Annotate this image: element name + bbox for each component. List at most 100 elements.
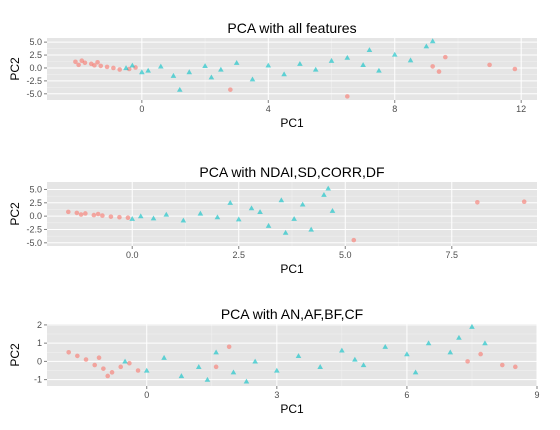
- x-tick-label: 0.0: [126, 250, 139, 260]
- data-point-triangle: [150, 215, 157, 221]
- data-point-triangle: [204, 376, 211, 382]
- y-tick-label: 2.5: [29, 198, 42, 208]
- data-point-circle: [226, 344, 232, 350]
- data-point-triangle: [278, 197, 285, 203]
- x-tick-label: 3: [274, 390, 279, 400]
- series-2-points: [122, 323, 488, 384]
- panel-ndai-sd-corr-df: 0.0 2.5 5.0 7.5 5.0 2.5 0.0 -2.5 -5.0 PCA with ND…: [8, 164, 537, 276]
- data-point-circle: [104, 64, 110, 70]
- data-point-triangle: [291, 216, 297, 221]
- data-point-triangle: [317, 364, 323, 369]
- y-axis-title: PC2: [8, 57, 22, 81]
- y-tick-label: 5.0: [29, 37, 42, 47]
- data-point-circle: [126, 66, 132, 72]
- data-point-circle: [74, 210, 80, 216]
- data-point-triangle: [218, 66, 224, 72]
- data-point-triangle: [447, 349, 454, 355]
- data-point-circle: [475, 199, 480, 205]
- data-point-triangle: [274, 367, 280, 373]
- data-point-circle: [213, 364, 219, 370]
- data-point-triangle: [137, 213, 144, 219]
- chart-title-ndai-sd-corr-df: PCA with NDAI,SD,CORR,DF: [199, 164, 384, 180]
- x-axis-title: PC1: [280, 116, 304, 130]
- data-point-circle: [78, 212, 84, 217]
- data-point-triangle: [143, 367, 150, 373]
- y-tick-label: 2: [37, 320, 42, 330]
- data-point-triangle: [170, 72, 177, 78]
- y-tick-label: -5.0: [26, 238, 42, 248]
- data-point-circle: [83, 211, 88, 216]
- panel-all-features: 0 4 8 12 5.0 2.5 0.0 -2.5 -5.0 PCA with all featu…: [8, 20, 537, 130]
- data-point-triangle: [122, 358, 128, 364]
- data-point-triangle: [282, 229, 289, 235]
- data-point-circle: [500, 362, 505, 368]
- data-point-circle: [125, 215, 131, 221]
- data-point-triangle: [360, 62, 366, 67]
- data-point-circle: [513, 364, 518, 370]
- data-point-circle: [75, 353, 80, 359]
- data-point-triangle: [252, 358, 258, 364]
- data-point-triangle: [158, 63, 164, 69]
- data-point-triangle: [391, 51, 398, 57]
- data-point-triangle: [376, 67, 382, 73]
- data-point-triangle: [227, 200, 234, 205]
- series-2-points: [129, 185, 336, 235]
- data-point-circle: [92, 362, 97, 368]
- data-point-triangle: [214, 214, 221, 220]
- data-point-triangle: [404, 351, 410, 357]
- x-axis-title: PC1: [280, 402, 304, 416]
- data-point-triangle: [265, 222, 272, 228]
- data-point-circle: [430, 64, 435, 69]
- data-point-triangle: [230, 369, 237, 375]
- data-point-circle: [73, 59, 78, 65]
- data-point-circle: [83, 357, 89, 362]
- data-point-triangle: [233, 60, 240, 65]
- y-axis-title: PC2: [8, 343, 22, 367]
- data-point-triangle: [299, 201, 306, 207]
- data-point-circle: [101, 366, 106, 371]
- y-axis-title: PC2: [8, 202, 22, 226]
- data-point-triangle: [344, 54, 351, 60]
- y-tick-label: 0.0: [29, 211, 42, 221]
- y-tick-label: -2.5: [26, 224, 42, 234]
- data-point-triangle: [123, 65, 129, 71]
- data-point-triangle: [139, 69, 145, 75]
- y-tick-label: 1: [37, 338, 42, 348]
- data-point-circle: [351, 237, 357, 243]
- data-point-circle: [98, 63, 104, 69]
- x-tick-label: 7.5: [446, 250, 459, 260]
- data-point-triangle: [208, 74, 215, 80]
- data-point-triangle: [482, 340, 488, 346]
- data-point-triangle: [297, 61, 303, 66]
- data-point-circle: [443, 54, 448, 60]
- data-point-triangle: [456, 334, 462, 340]
- x-tick-label: 12: [516, 104, 526, 114]
- data-point-triangle: [129, 62, 136, 68]
- data-point-triangle: [281, 71, 287, 77]
- data-point-triangle: [213, 349, 219, 355]
- data-point-triangle: [195, 364, 202, 369]
- x-tick-label: 0: [139, 104, 144, 114]
- data-point-circle: [478, 351, 483, 357]
- series-1-points: [73, 54, 518, 99]
- data-point-triangle: [429, 38, 436, 44]
- x-tick-label: 6: [404, 390, 409, 400]
- plot-area-an-af-bf-cf: [47, 324, 537, 386]
- y-tick-label: -2.5: [26, 76, 42, 86]
- data-point-triangle: [176, 86, 183, 92]
- data-point-triangle: [257, 209, 263, 214]
- data-point-triangle: [325, 185, 332, 191]
- x-tick-label: 9: [534, 390, 539, 400]
- data-point-circle: [521, 199, 527, 205]
- chart-title-an-af-bf-cf: PCA with AN,AF,BF,CF: [221, 306, 363, 322]
- x-tick-label: 8: [392, 104, 397, 114]
- series-1-points: [66, 344, 518, 379]
- data-point-triangle: [186, 69, 193, 75]
- data-point-triangle: [339, 347, 345, 353]
- data-point-triangle: [312, 66, 319, 72]
- data-point-triangle: [248, 205, 255, 211]
- data-point-circle: [345, 94, 350, 99]
- data-point-circle: [465, 359, 470, 364]
- y-tick-label: 0: [37, 356, 42, 366]
